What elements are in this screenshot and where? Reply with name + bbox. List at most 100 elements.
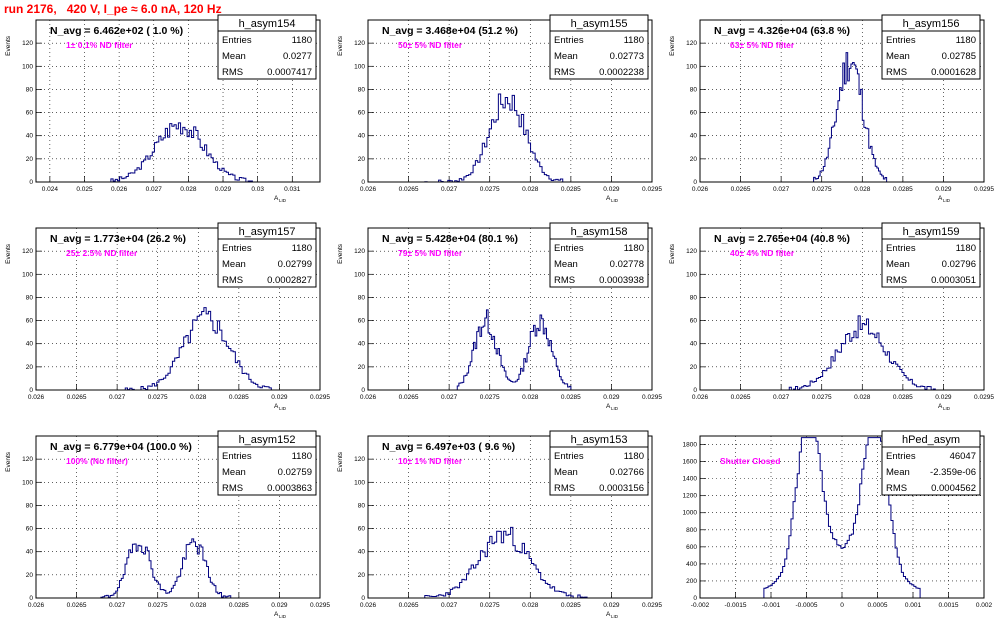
y-tick-label: 120 [354, 248, 365, 255]
filter-annotation: 40± 4% ND filter [730, 248, 795, 258]
stats-label: Entries [886, 451, 916, 462]
stats-title: h_asym159 [903, 226, 960, 238]
y-tick-label: 100 [22, 479, 33, 486]
histogram-panel-h_asym156: 0.026 0.0265 0.027 0.0275 0.028 0.0285 0.029 0.… [669, 14, 994, 203]
x-axis-label: A [938, 403, 943, 410]
stats-label: RMS [886, 275, 907, 286]
y-tick-label: 0 [693, 387, 697, 394]
stats-value: 1180 [956, 35, 976, 46]
y-tick-label: 60 [26, 110, 34, 117]
y-tick-label: 60 [358, 318, 366, 325]
stats-value: 0.0002827 [267, 275, 312, 286]
plot-frame [35, 435, 321, 599]
stats-title: h_asym154 [239, 18, 296, 30]
stats-box [217, 446, 317, 496]
panel-title: N_avg = 5.428e+04 (80.1 %) [382, 233, 518, 245]
y-tick-label: 1800 [683, 442, 698, 449]
y-tick-label: 60 [358, 110, 366, 117]
stats-label: Mean [554, 259, 578, 270]
x-tick-label: 0.03 [251, 186, 264, 193]
stats-label: Mean [554, 51, 578, 62]
y-tick-label: 0 [29, 387, 33, 394]
stats-label: RMS [222, 67, 243, 78]
y-tick-label: 20 [26, 572, 34, 579]
histogram-panel-hPed_asym: -0.002 -0.0015 -0.001 -0.0005 0 0.0005 0.001 0.… [683, 430, 993, 609]
y-tick-label: 120 [22, 248, 33, 255]
histogram-series [424, 93, 564, 183]
x-tick-label: 0.024 [42, 186, 59, 193]
stats-value: 1180 [292, 451, 312, 462]
y-tick-label: 0 [693, 179, 697, 186]
y-axis-label: Events [669, 35, 676, 56]
y-tick-label: 40 [690, 341, 698, 348]
x-tick-label: 0.0275 [480, 186, 500, 193]
stats-box [881, 238, 981, 288]
stats-value: -2.359e-06 [930, 467, 976, 478]
stats-label: Mean [222, 467, 246, 478]
x-axis-label: A [274, 611, 279, 618]
x-axis-label: A [606, 195, 611, 202]
plot-frame [367, 19, 653, 183]
y-tick-label: 80 [690, 86, 698, 93]
stats-value: 0.0001628 [931, 67, 976, 78]
y-tick-label: 60 [26, 526, 34, 533]
x-tick-label: 0.026 [111, 186, 128, 193]
x-tick-label: 0.029 [271, 394, 288, 401]
histogram-series [456, 309, 572, 390]
x-tick-label: 0.0265 [731, 394, 751, 401]
stats-box [881, 446, 981, 496]
panel-title: N_avg = 4.326e+04 (63.8 %) [714, 25, 850, 37]
stats-value: 1180 [624, 243, 644, 254]
x-tick-label: 0.026 [360, 186, 377, 193]
stats-value: 0.02773 [610, 51, 644, 62]
x-axis-label: A [938, 195, 943, 202]
x-axis-label: A [274, 403, 279, 410]
y-tick-label: 0 [693, 595, 697, 602]
filter-annotation: 25± 2.5% ND filter [66, 248, 138, 258]
stats-label: Mean [554, 467, 578, 478]
stats-label: Entries [554, 451, 584, 462]
x-tick-label: 0.0265 [731, 186, 751, 193]
y-tick-label: 20 [358, 364, 366, 371]
x-tick-label: 0.026 [692, 394, 709, 401]
y-axis-label: Events [337, 243, 344, 264]
stats-label: RMS [222, 483, 243, 494]
y-tick-label: 80 [690, 294, 698, 301]
x-tick-label: 0.028 [854, 394, 871, 401]
x-tick-label: -0.001 [762, 602, 781, 609]
x-tick-label: 0.0295 [974, 186, 994, 193]
y-tick-label: 1400 [683, 476, 698, 483]
x-tick-label: 0 [840, 602, 844, 609]
x-tick-label: 0.028 [180, 186, 197, 193]
y-tick-label: 200 [686, 578, 697, 585]
y-tick-label: 100 [686, 271, 697, 278]
x-axis-label-sub: LID [611, 406, 619, 411]
plot-frame [699, 435, 985, 599]
stats-value: 0.0002238 [599, 67, 644, 78]
x-tick-label: 0.0285 [229, 394, 249, 401]
y-tick-label: 40 [26, 549, 34, 556]
histogram-panel-h_asym152: 0.026 0.0265 0.027 0.0275 0.028 0.0285 0.029 0.… [5, 430, 330, 619]
stats-label: Entries [554, 243, 584, 254]
x-tick-label: 0.0265 [67, 394, 87, 401]
y-tick-label: 20 [690, 156, 698, 163]
panel-title: N_avg = 6.497e+03 ( 9.6 %) [382, 441, 515, 453]
x-tick-label: 0.0015 [939, 602, 959, 609]
y-tick-label: 80 [26, 294, 34, 301]
stats-value: 1180 [624, 35, 644, 46]
x-axis-label-sub: LID [611, 614, 619, 619]
x-tick-label: 0.026 [28, 602, 45, 609]
y-tick-label: 80 [358, 86, 366, 93]
stats-value: 0.02759 [278, 467, 312, 478]
y-axis-label: Events [669, 243, 676, 264]
x-tick-label: 0.029 [603, 394, 620, 401]
y-tick-label: 20 [26, 156, 34, 163]
stats-title: h_asym155 [571, 18, 628, 30]
y-tick-label: 400 [686, 561, 697, 568]
histogram-series [788, 315, 936, 391]
histogram-series [813, 52, 888, 182]
stats-label: RMS [222, 275, 243, 286]
filter-annotation: 50± 5% ND filter [398, 40, 463, 50]
x-axis-label: A [274, 195, 279, 202]
x-tick-label: -0.002 [691, 602, 710, 609]
